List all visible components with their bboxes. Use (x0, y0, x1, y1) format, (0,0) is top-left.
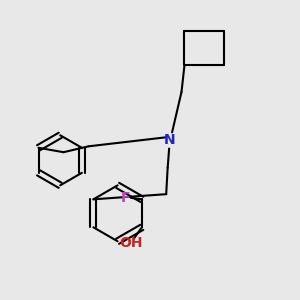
Text: F: F (121, 191, 130, 205)
Text: OH: OH (119, 236, 142, 250)
Text: N: N (163, 133, 175, 147)
